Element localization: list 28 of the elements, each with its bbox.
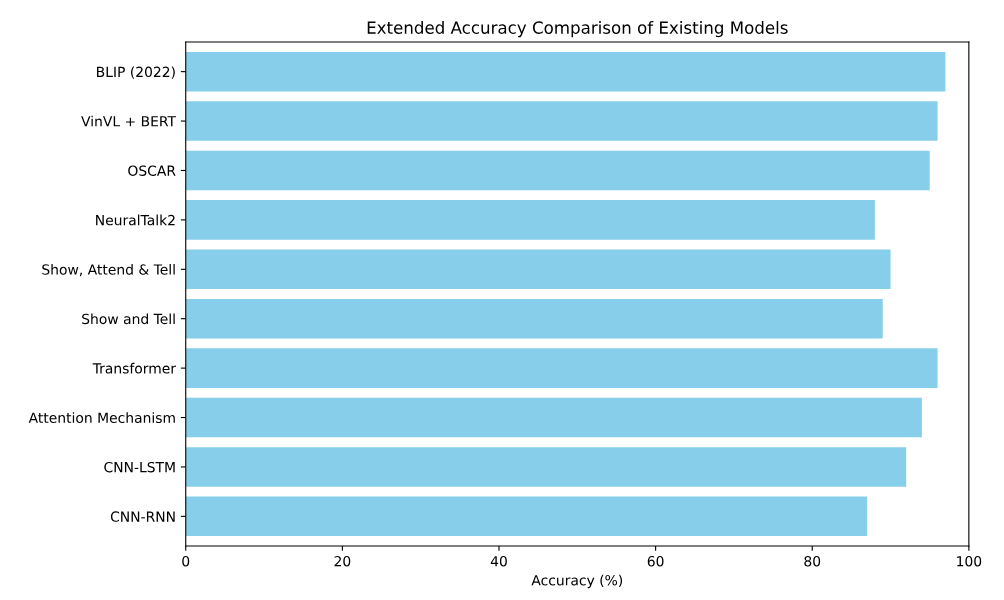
bar [185, 447, 907, 487]
x-tick-label: 80 [804, 555, 821, 567]
y-tick-label: VinVL + BERT [81, 115, 177, 127]
chart-title: Extended Accuracy Comparison of Existing Models [367, 21, 788, 38]
x-tick-label: 20 [334, 555, 351, 567]
bar [185, 200, 875, 240]
y-tick-label: Attention Mechanism [28, 412, 175, 423]
y-tick-label: BLIP (2022) [97, 66, 175, 79]
bar [185, 150, 930, 191]
y-tick-label: Transformer [92, 362, 177, 374]
bar [185, 397, 922, 438]
bar [185, 348, 938, 388]
bar [185, 51, 946, 92]
y-tick-label: Show and Tell [82, 313, 175, 325]
y-tick-label: CNN-LSTM [104, 461, 175, 473]
y-tick-label: NeuralTalk2 [96, 214, 175, 226]
x-tick-label: 60 [647, 555, 664, 567]
x-tick-label: 40 [490, 555, 507, 567]
x-tick-label: 0 [182, 555, 190, 567]
x-axis-title: Accuracy (%) [531, 574, 623, 589]
bar [185, 298, 883, 339]
y-tick-label: CNN-RNN [110, 511, 175, 522]
bar [185, 496, 868, 537]
x-tick-label: 100 [957, 555, 982, 567]
y-tick-label: Show, Attend & Tell [42, 264, 175, 277]
bar [185, 249, 891, 290]
bar [185, 101, 938, 141]
y-tick-label: OSCAR [128, 165, 176, 176]
